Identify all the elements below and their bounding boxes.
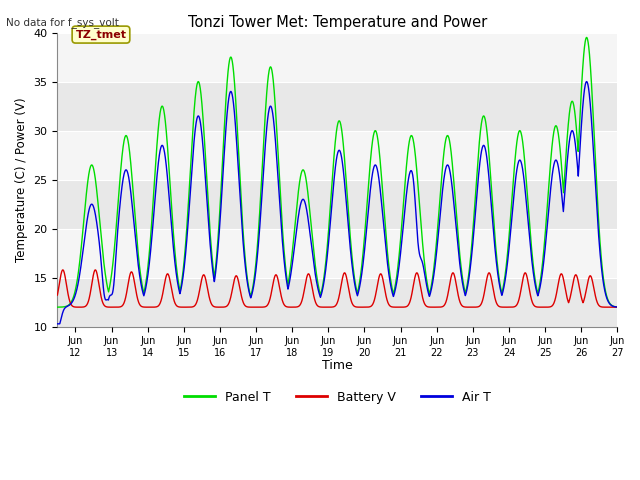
Bar: [58, 228, 618, 278]
Y-axis label: Temperature (C) / Power (V): Temperature (C) / Power (V): [15, 97, 28, 262]
Legend: Panel T, Battery V, Air T: Panel T, Battery V, Air T: [179, 386, 496, 409]
Bar: [58, 33, 618, 82]
Bar: [58, 131, 618, 180]
X-axis label: Time: Time: [322, 360, 353, 372]
Text: TZ_tmet: TZ_tmet: [76, 29, 127, 40]
Title: Tonzi Tower Met: Temperature and Power: Tonzi Tower Met: Temperature and Power: [188, 15, 487, 30]
Text: No data for f_sys_volt: No data for f_sys_volt: [6, 17, 119, 28]
